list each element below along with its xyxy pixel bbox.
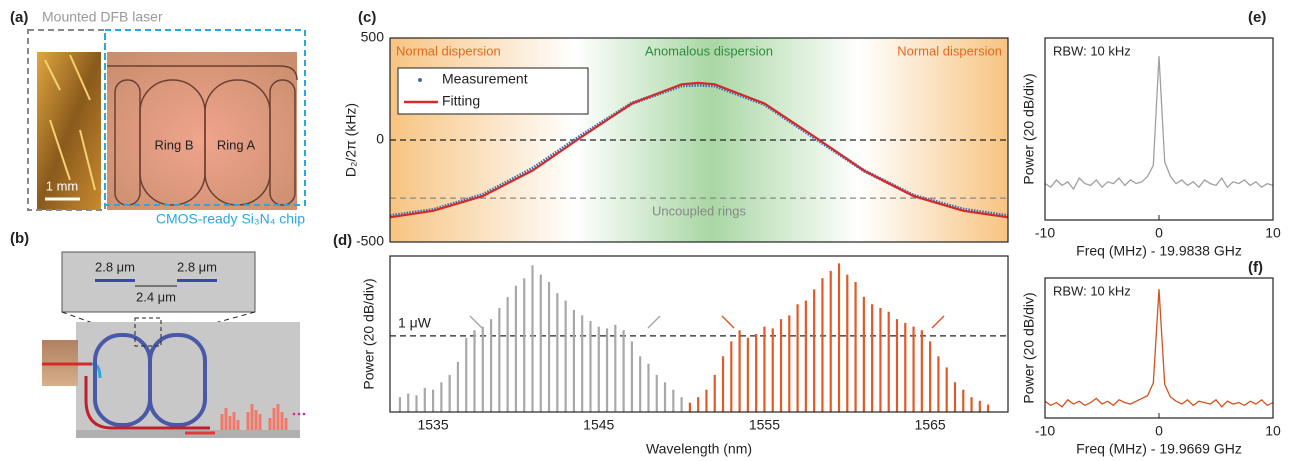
panel-label: (d) (333, 232, 352, 249)
reference-label: 1 μW (398, 315, 432, 331)
x-tick-label: -10 (1035, 225, 1055, 241)
cross-section (61, 251, 256, 313)
ellipsis-dot (292, 412, 296, 416)
laser-photo (37, 52, 101, 210)
data-line (389, 81, 1009, 219)
panel-label: (b) (10, 230, 29, 247)
laser-detail (44, 54, 96, 191)
spectrum-line (1044, 289, 1274, 408)
scale-label: 1 mm (46, 178, 79, 193)
plot-frame (389, 37, 1009, 243)
annotation: RBW: 10 kHz (1053, 283, 1131, 298)
laser-caption: Mounted DFB laser (42, 9, 163, 25)
ring (148, 333, 207, 427)
chip-photo (107, 52, 297, 210)
width-label: 2.8 μm (177, 259, 217, 274)
x-tick-label: -10 (1035, 423, 1055, 439)
plot-frame (1044, 37, 1274, 221)
arrow (469, 315, 483, 329)
panel-label: (c) (358, 9, 376, 26)
ring-label: Ring B (154, 137, 193, 152)
x-tick-label: 10 (1265, 225, 1281, 241)
x-tick-label: 0 (1155, 423, 1163, 439)
region-label: Normal dispersion (396, 43, 501, 58)
region-label: Anomalous dispersion (645, 43, 773, 58)
legend-label: Fitting (442, 93, 480, 109)
x-tick-label: 1565 (915, 417, 946, 433)
x-tick-label: 10 (1265, 423, 1281, 439)
x-axis-title: Freq (MHz) - 19.9669 GHz (1076, 441, 1242, 457)
chip (76, 322, 300, 438)
waveguide (95, 279, 135, 282)
x-tick-label: 1535 (417, 417, 448, 433)
chip-box (104, 29, 306, 206)
bus (84, 376, 210, 430)
zoom-box (134, 317, 162, 347)
legend-marker (418, 78, 422, 82)
legend-box (397, 67, 589, 115)
chip-caption: CMOS-ready Si₃N₄ chip (156, 211, 305, 227)
y-axis-title: Power (20 dB/div) (1021, 73, 1037, 184)
y-tick-label: 500 (361, 29, 385, 45)
plot-frame (1044, 277, 1274, 419)
y-tick-label: 0 (376, 131, 384, 147)
x-tick-label: 0 (1155, 225, 1163, 241)
ellipsis-dot (302, 412, 306, 416)
y-tick-label: -500 (356, 233, 384, 249)
x-tick-label: 1545 (583, 417, 614, 433)
waveguide (177, 279, 217, 282)
annotation: RBW: 10 kHz (1053, 43, 1131, 58)
ring-label: Ring A (217, 137, 256, 152)
arrow (931, 315, 945, 329)
panel-b: (b) 2.8 μm 2.8 μm 2.4 μm (10, 230, 306, 438)
ring-edge (269, 79, 296, 206)
y-axis-title: Power (20 dB/div) (361, 278, 377, 389)
arrow (647, 315, 661, 329)
width-label: 2.8 μm (95, 259, 135, 274)
panel-label: (e) (1248, 9, 1266, 26)
y-axis-title: Power (20 dB/div) (1021, 292, 1037, 403)
spectrum-line (1044, 56, 1274, 191)
arrow (721, 315, 735, 329)
x-axis-title: Wavelength (nm) (646, 441, 752, 457)
legend-label: Measurement (442, 71, 528, 87)
region-label: Normal dispersion (897, 43, 1002, 58)
gap-label: 2.4 μm (136, 289, 176, 304)
reference-label: Uncoupled rings (652, 204, 746, 219)
panel-label: (f) (1248, 259, 1263, 276)
bus-waveguide (107, 65, 298, 81)
output-spectrum (220, 404, 288, 430)
panel-label: (a) (10, 9, 28, 26)
x-axis-title: Freq (MHz) - 19.9838 GHz (1076, 243, 1242, 259)
laser-box (27, 29, 106, 211)
panel-a: (a) Mounted DFB laser Ring B Ring A 1 mm… (10, 9, 306, 227)
ellipsis-dot (297, 412, 301, 416)
x-tick-label: 1555 (749, 417, 780, 433)
plot-frame (389, 255, 1009, 413)
y-axis-title: D₂/2π (kHz) (343, 103, 359, 177)
